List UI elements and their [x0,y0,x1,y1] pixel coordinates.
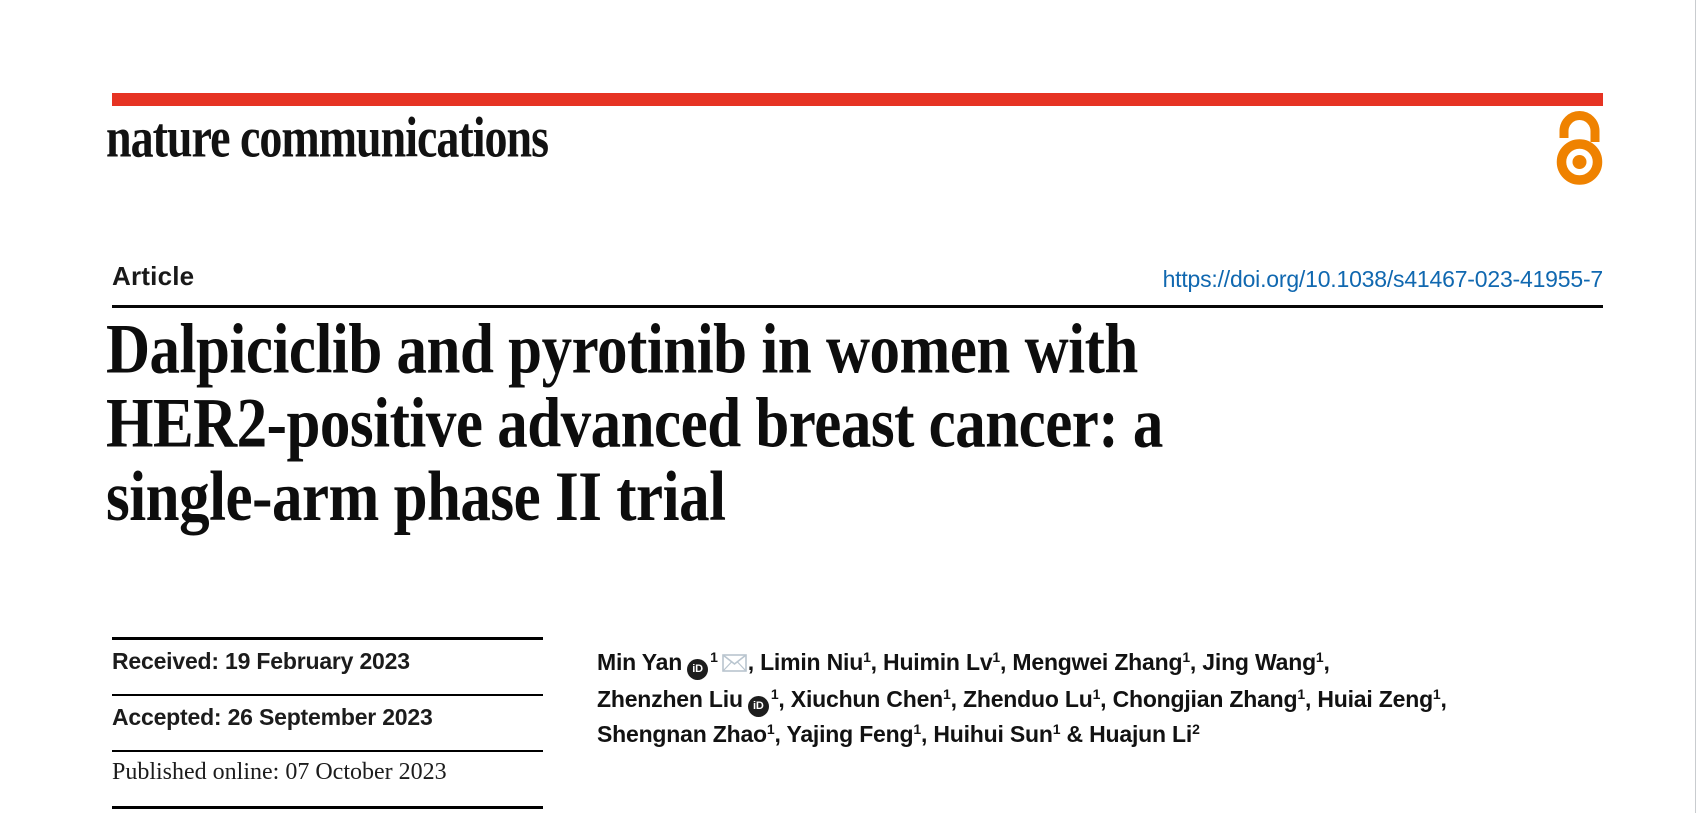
author-line: Zhenzhen Liu iD1, Xiuchun Chen1, Zhenduo … [597,682,1557,717]
author-name: Huiai Zeng [1317,686,1433,712]
affiliation-superscript: 1 [1182,649,1190,665]
author-name: Zhenduo Lu [963,686,1093,712]
author-separator: , [950,686,963,712]
accepted-date: Accepted: 26 September 2023 [112,704,433,730]
journal-wordmark: nature communications [106,105,549,169]
author-separator: , [747,649,761,675]
title-divider [112,305,1603,308]
author-separator: , [1440,686,1447,712]
author-line: Shengnan Zhao1, Yajing Feng1, Huihui Sun… [597,717,1557,752]
email-icon[interactable] [721,647,747,682]
affiliation-superscript: 2 [1192,721,1200,737]
author-separator: , [1000,649,1013,675]
received-date: Received: 19 February 2023 [112,648,410,674]
affiliation-superscript: 1 [1297,686,1305,702]
author-separator: , [774,721,787,747]
affiliation-superscript: 1 [1092,686,1101,702]
author-name: Chongjian Zhang [1112,686,1298,712]
doi-link[interactable]: https://doi.org/10.1038/s41467-023-41955… [1162,266,1604,292]
author-name: Min Yan [597,649,683,675]
affiliation-superscript: 1 [1052,721,1061,737]
affiliation-superscript: 1 [710,649,718,665]
author-line: Min Yan iD1, Limin Niu1, Huimin Lv1, Meng… [597,645,1557,682]
author-list: Min Yan iD1, Limin Niu1, Huimin Lv1, Meng… [597,645,1557,752]
title-line-3: single-arm phase II trial [106,458,726,537]
affiliation-superscript: 1 [1315,649,1324,665]
author-name: Limin Niu [760,649,864,675]
title-line-1: Dalpiciclib and pyrotinib in women with [106,310,1138,390]
open-access-icon [1556,111,1603,185]
article-type-label: Article [112,261,195,291]
affiliation-superscript: 1 [766,721,775,737]
author-name: Shengnan Zhao [597,721,767,747]
affiliation-superscript: 1 [863,649,871,665]
author-name: Mengwei Zhang [1012,649,1183,675]
author-name: Jing Wang [1202,649,1316,675]
author-name: Xiuchun Chen [790,686,944,712]
author-separator: , [1100,686,1113,712]
author-separator: & [1060,721,1090,747]
author-separator: , [778,686,791,712]
affiliation-superscript: 1 [770,686,779,702]
divider [112,694,543,696]
divider [112,637,543,640]
orcid-icon[interactable]: iD [747,696,769,717]
affiliation-superscript: 1 [1432,686,1441,702]
author-name: Huihui Sun [933,721,1053,747]
published-date: Published online: 07 October 2023 [112,759,447,785]
author-separator: , [870,649,884,675]
orcid-icon[interactable]: iD [687,659,709,680]
affiliation-superscript: 1 [992,649,1001,665]
page-title: Dalpiciclib and pyrotinib in women with … [106,313,1506,534]
author-separator: , [1304,686,1318,712]
author-name: Yajing Feng [786,721,914,747]
title-line-2: HER2-positive advanced breast cancer: a [106,384,1163,463]
divider [112,750,543,752]
author-separator: , [920,721,934,747]
affiliation-superscript: 1 [943,686,951,702]
author-separator: , [1323,649,1330,675]
brand-red-bar [112,93,1603,106]
author-separator: , [1189,649,1203,675]
divider [112,806,543,809]
affiliation-superscript: 1 [913,721,921,737]
author-name: Huimin Lv [883,649,993,675]
author-name: Zhenzhen Liu [597,686,743,712]
author-name: Huajun Li [1089,721,1193,747]
page-edge-border [1695,0,1696,813]
